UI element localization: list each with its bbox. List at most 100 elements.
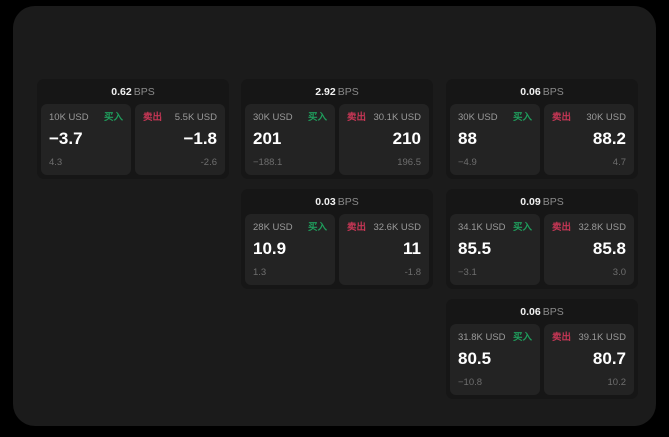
quote-card-2[interactable]: 2.92 BPS 30K USD 买入 201 −188.1 卖出 xyxy=(241,79,433,179)
quote-card-4[interactable]: 0.03 BPS 28K USD 买入 10.9 1.3 卖出 xyxy=(241,189,433,289)
sell-delta: 196.5 xyxy=(397,157,421,168)
buy-delta: −188.1 xyxy=(253,157,283,168)
sell-panel-header: 卖出 30.1K USD xyxy=(347,111,421,124)
buy-price: 10.9 xyxy=(253,239,287,258)
buy-panel[interactable]: 30K USD 买入 201 −188.1 xyxy=(245,104,335,175)
buy-panel-header: 30K USD 买入 xyxy=(458,111,532,124)
sell-price: 11 xyxy=(403,239,421,258)
bps-unit: BPS xyxy=(542,306,564,318)
buy-panel-header: 31.8K USD 买入 xyxy=(458,331,532,344)
card-panels: 34.1K USD 买入 85.5 −3.1 卖出 32.8K USD 85.8… xyxy=(450,214,634,285)
sell-price: 85.8 xyxy=(592,239,626,258)
buy-delta: −3.1 xyxy=(458,267,477,278)
quote-card-grid: 0.62 BPS 10K USD 买入 −3.7 4.3 卖出 xyxy=(37,79,638,399)
sell-delta: 3.0 xyxy=(612,267,626,278)
buy-size-label: 30K USD xyxy=(458,112,498,123)
buy-side-label: 买入 xyxy=(512,222,532,233)
card-header: 0.06 BPS xyxy=(450,305,634,324)
sell-delta: -2.6 xyxy=(200,157,217,168)
buy-side-label: 买入 xyxy=(512,112,532,123)
quote-card-3[interactable]: 0.06 BPS 30K USD 买入 88 −4.9 卖出 xyxy=(446,79,638,179)
sell-side-label: 卖出 xyxy=(143,112,163,123)
bps-value: 0.09 xyxy=(520,196,541,208)
buy-size-label: 31.8K USD xyxy=(458,332,506,343)
sell-size-label: 5.5K USD xyxy=(174,112,217,123)
buy-panel-header: 10K USD 买入 xyxy=(49,111,123,124)
buy-panel[interactable]: 10K USD 买入 −3.7 4.3 xyxy=(41,104,131,175)
card-header: 2.92 BPS xyxy=(245,85,429,104)
card-panels: 30K USD 买入 88 −4.9 卖出 30K USD 88.2 4.7 xyxy=(450,104,634,175)
buy-price: 80.5 xyxy=(458,349,492,368)
card-panels: 30K USD 买入 201 −188.1 卖出 30.1K USD 210 1… xyxy=(245,104,429,175)
bps-unit: BPS xyxy=(337,86,359,98)
buy-size-label: 28K USD xyxy=(253,222,293,233)
buy-size-label: 34.1K USD xyxy=(458,222,506,233)
buy-delta: −10.8 xyxy=(458,377,483,388)
card-header: 0.09 BPS xyxy=(450,195,634,214)
sell-panel[interactable]: 卖出 5.5K USD −1.8 -2.6 xyxy=(135,104,225,175)
sell-price: 80.7 xyxy=(592,349,626,368)
sell-panel-header: 卖出 32.6K USD xyxy=(347,221,421,234)
sell-panel-header: 卖出 32.8K USD xyxy=(552,221,626,234)
sell-panel[interactable]: 卖出 30.1K USD 210 196.5 xyxy=(339,104,429,175)
buy-panel[interactable]: 28K USD 买入 10.9 1.3 xyxy=(245,214,335,285)
sell-panel-header: 卖出 39.1K USD xyxy=(552,331,626,344)
sell-panel[interactable]: 卖出 32.8K USD 85.8 3.0 xyxy=(544,214,634,285)
sell-side-label: 卖出 xyxy=(552,222,572,233)
sell-panel-header: 卖出 30K USD xyxy=(552,111,626,124)
buy-price: 85.5 xyxy=(458,239,492,258)
card-header: 0.03 BPS xyxy=(245,195,429,214)
bps-value: 0.06 xyxy=(520,86,541,98)
bps-unit: BPS xyxy=(542,196,564,208)
sell-size-label: 30.1K USD xyxy=(373,112,421,123)
buy-panel[interactable]: 34.1K USD 买入 85.5 −3.1 xyxy=(450,214,540,285)
sell-price: 88.2 xyxy=(592,129,626,148)
sell-size-label: 30K USD xyxy=(586,112,626,123)
buy-size-label: 30K USD xyxy=(253,112,293,123)
quote-column-1: 0.62 BPS 10K USD 买入 −3.7 4.3 卖出 xyxy=(37,79,229,189)
quote-column-3: 0.06 BPS 30K USD 买入 88 −4.9 卖出 xyxy=(446,79,638,409)
buy-delta: −4.9 xyxy=(458,157,477,168)
sell-panel[interactable]: 卖出 30K USD 88.2 4.7 xyxy=(544,104,634,175)
sell-price: 210 xyxy=(392,129,421,148)
sell-price: −1.8 xyxy=(183,129,217,148)
card-header: 0.62 BPS xyxy=(41,85,225,104)
sell-delta: 10.2 xyxy=(607,377,627,388)
sell-delta: 4.7 xyxy=(612,157,626,168)
buy-price: −3.7 xyxy=(49,129,83,148)
buy-delta: 1.3 xyxy=(253,267,267,278)
sell-panel-header: 卖出 5.5K USD xyxy=(143,111,217,124)
buy-panel[interactable]: 31.8K USD 买入 80.5 −10.8 xyxy=(450,324,540,395)
buy-side-label: 买入 xyxy=(307,112,327,123)
buy-panel-header: 28K USD 买入 xyxy=(253,221,327,234)
buy-price: 88 xyxy=(458,129,477,148)
sell-side-label: 卖出 xyxy=(347,222,367,233)
buy-delta: 4.3 xyxy=(49,157,63,168)
buy-size-label: 10K USD xyxy=(49,112,89,123)
sell-panel[interactable]: 卖出 39.1K USD 80.7 10.2 xyxy=(544,324,634,395)
quote-board-panel: 0.62 BPS 10K USD 买入 −3.7 4.3 卖出 xyxy=(13,6,656,426)
bps-unit: BPS xyxy=(337,196,359,208)
bps-value: 0.03 xyxy=(315,196,336,208)
buy-panel-header: 34.1K USD 买入 xyxy=(458,221,532,234)
sell-side-label: 卖出 xyxy=(347,112,367,123)
buy-side-label: 买入 xyxy=(512,332,532,343)
card-panels: 10K USD 买入 −3.7 4.3 卖出 5.5K USD −1.8 -2.… xyxy=(41,104,225,175)
bps-unit: BPS xyxy=(542,86,564,98)
card-panels: 28K USD 买入 10.9 1.3 卖出 32.6K USD 11 -1.8 xyxy=(245,214,429,285)
card-panels: 31.8K USD 买入 80.5 −10.8 卖出 39.1K USD 80.… xyxy=(450,324,634,395)
quote-card-1[interactable]: 0.62 BPS 10K USD 买入 −3.7 4.3 卖出 xyxy=(37,79,229,179)
bps-value: 0.62 xyxy=(111,86,132,98)
buy-panel[interactable]: 30K USD 买入 88 −4.9 xyxy=(450,104,540,175)
sell-panel[interactable]: 卖出 32.6K USD 11 -1.8 xyxy=(339,214,429,285)
sell-delta: -1.8 xyxy=(404,267,421,278)
bps-value: 0.06 xyxy=(520,306,541,318)
sell-side-label: 卖出 xyxy=(552,112,572,123)
sell-side-label: 卖出 xyxy=(552,332,572,343)
sell-size-label: 39.1K USD xyxy=(578,332,626,343)
sell-size-label: 32.6K USD xyxy=(373,222,421,233)
buy-side-label: 买入 xyxy=(307,222,327,233)
buy-panel-header: 30K USD 买入 xyxy=(253,111,327,124)
quote-card-5[interactable]: 0.09 BPS 34.1K USD 买入 85.5 −3.1 卖出 xyxy=(446,189,638,289)
quote-card-6[interactable]: 0.06 BPS 31.8K USD 买入 80.5 −10.8 卖出 xyxy=(446,299,638,399)
